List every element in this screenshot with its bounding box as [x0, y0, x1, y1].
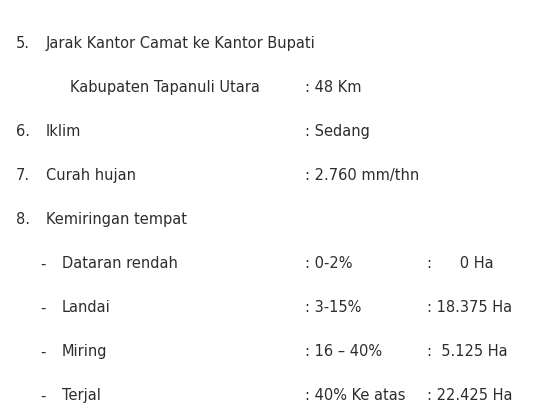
Text: 8.: 8.	[16, 212, 30, 228]
Text: -: -	[40, 388, 46, 403]
Text: : 16 – 40%: : 16 – 40%	[305, 344, 382, 360]
Text: : 2.760 mm/thn: : 2.760 mm/thn	[305, 168, 420, 184]
Text: Curah hujan: Curah hujan	[46, 168, 136, 184]
Text: Terjal: Terjal	[62, 388, 101, 403]
Text: : Sedang: : Sedang	[305, 124, 370, 140]
Text: Jarak Kantor Camat ke Kantor Bupati: Jarak Kantor Camat ke Kantor Bupati	[46, 36, 316, 52]
Text: Kemiringan tempat: Kemiringan tempat	[46, 212, 187, 228]
Text: : 18.375 Ha: : 18.375 Ha	[427, 300, 512, 316]
Text: : 48 Km: : 48 Km	[305, 80, 362, 96]
Text: Iklim: Iklim	[46, 124, 82, 140]
Text: :  5.125 Ha: : 5.125 Ha	[427, 344, 507, 360]
Text: -: -	[40, 256, 46, 272]
Text: -: -	[40, 300, 46, 316]
Text: -: -	[40, 344, 46, 360]
Text: : 22.425 Ha: : 22.425 Ha	[427, 388, 512, 403]
Text: : 3-15%: : 3-15%	[305, 300, 361, 316]
Text: 5.: 5.	[16, 36, 30, 52]
Text: : 0-2%: : 0-2%	[305, 256, 353, 272]
Text: 7.: 7.	[16, 168, 30, 184]
Text: Kabupaten Tapanuli Utara: Kabupaten Tapanuli Utara	[70, 80, 260, 96]
Text: : 40% Ke atas: : 40% Ke atas	[305, 388, 406, 403]
Text: Miring: Miring	[62, 344, 107, 360]
Text: Dataran rendah: Dataran rendah	[62, 256, 178, 272]
Text: 6.: 6.	[16, 124, 30, 140]
Text: Landai: Landai	[62, 300, 111, 316]
Text: :      0 Ha: : 0 Ha	[427, 256, 493, 272]
